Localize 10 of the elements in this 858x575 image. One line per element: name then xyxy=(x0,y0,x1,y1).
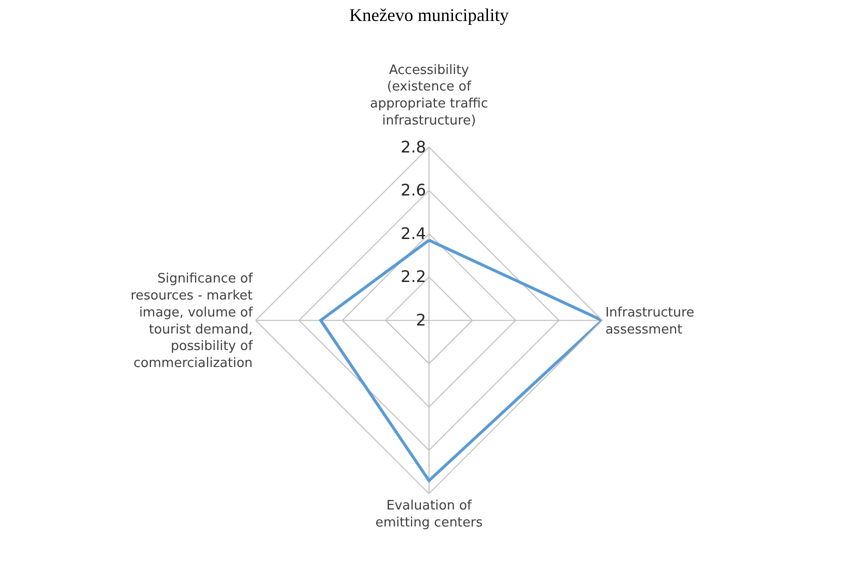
spoke-label: Accessibility (existence of appropriate traffic infrastructure) xyxy=(370,62,488,128)
spoke-label: Evaluation of emitting centers xyxy=(375,498,483,531)
y-tick-label: 2.2 xyxy=(400,267,426,286)
y-tick-label: 2.6 xyxy=(400,180,426,200)
y-tick-label: 2.8 xyxy=(400,137,426,156)
spoke-label: Significance of resources - market image, volume of tourist demand, possibility of commercialization xyxy=(130,272,254,372)
spoke-label: Infrastructure assessment xyxy=(605,305,694,338)
chart-title: Kneževo municipality xyxy=(349,5,509,26)
y-tick-label: 2 xyxy=(416,310,426,330)
y-tick-label: 2.4 xyxy=(400,224,426,243)
